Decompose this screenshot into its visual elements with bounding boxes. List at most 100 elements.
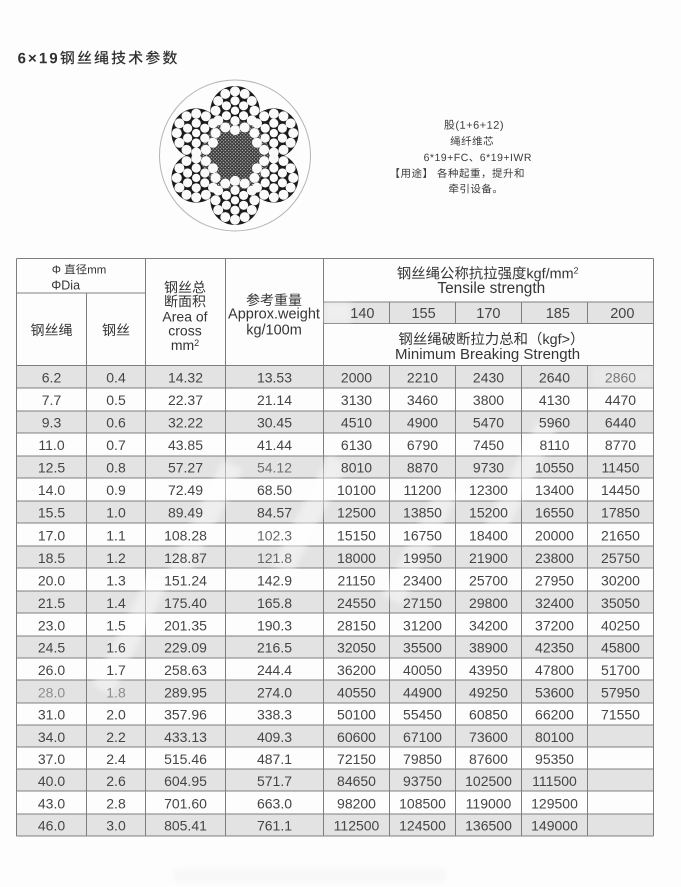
- svg-text:40250: 40250: [601, 617, 640, 633]
- svg-text:175.40: 175.40: [164, 595, 207, 611]
- svg-text:kg/100m: kg/100m: [246, 322, 302, 338]
- svg-text:8870: 8870: [407, 460, 438, 476]
- svg-text:357.96: 357.96: [164, 707, 207, 723]
- svg-text:16550: 16550: [535, 505, 574, 521]
- svg-text:49250: 49250: [469, 684, 508, 700]
- svg-text:0.9: 0.9: [106, 482, 126, 498]
- svg-text:165.8: 165.8: [257, 595, 292, 611]
- svg-text:9.3: 9.3: [42, 415, 62, 431]
- svg-text:0.4: 0.4: [106, 370, 126, 386]
- svg-text:4130: 4130: [539, 392, 570, 408]
- svg-text:5470: 5470: [473, 415, 504, 431]
- svg-text:19950: 19950: [403, 550, 442, 566]
- svg-text:17850: 17850: [601, 505, 640, 521]
- svg-text:34200: 34200: [469, 617, 508, 633]
- svg-text:5960: 5960: [539, 415, 570, 431]
- svg-text:2.2: 2.2: [106, 729, 126, 745]
- svg-text:68.50: 68.50: [257, 482, 292, 498]
- svg-text:32400: 32400: [535, 595, 574, 611]
- svg-text:34.0: 34.0: [38, 729, 65, 745]
- svg-text:3130: 3130: [341, 392, 372, 408]
- svg-text:433.13: 433.13: [164, 729, 207, 745]
- svg-text:4510: 4510: [341, 415, 372, 431]
- svg-text:15200: 15200: [469, 505, 508, 521]
- svg-text:30200: 30200: [601, 573, 640, 589]
- svg-text:170: 170: [476, 306, 500, 322]
- svg-text:11450: 11450: [602, 460, 640, 476]
- svg-text:21650: 21650: [601, 527, 640, 543]
- svg-text:28150: 28150: [337, 617, 376, 633]
- svg-text:87600: 87600: [469, 751, 508, 767]
- svg-text:28.0: 28.0: [38, 684, 65, 700]
- svg-text:201.35: 201.35: [164, 617, 207, 633]
- svg-text:12300: 12300: [469, 482, 508, 498]
- svg-text:8010: 8010: [341, 460, 372, 476]
- svg-text:1.2: 1.2: [106, 550, 126, 566]
- svg-text:6.2: 6.2: [42, 370, 62, 386]
- svg-text:8770: 8770: [605, 437, 636, 453]
- svg-text:15150: 15150: [337, 527, 376, 543]
- svg-text:409.3: 409.3: [257, 729, 292, 745]
- svg-text:31.0: 31.0: [38, 707, 65, 723]
- svg-text:23400: 23400: [403, 573, 442, 589]
- svg-text:663.0: 663.0: [257, 795, 292, 811]
- svg-text:102.3: 102.3: [257, 527, 292, 543]
- svg-text:18000: 18000: [337, 550, 376, 566]
- svg-text:289.95: 289.95: [164, 684, 207, 700]
- svg-text:2640: 2640: [539, 370, 570, 386]
- svg-text:57950: 57950: [601, 684, 640, 700]
- svg-text:32.22: 32.22: [168, 415, 203, 431]
- svg-text:1.6: 1.6: [106, 640, 126, 656]
- svg-text:487.1: 487.1: [257, 751, 292, 767]
- svg-text:32050: 32050: [337, 640, 376, 656]
- svg-text:119000: 119000: [466, 795, 512, 811]
- svg-text:57.27: 57.27: [168, 460, 203, 476]
- svg-text:2860: 2860: [605, 370, 636, 386]
- svg-text:0.8: 0.8: [106, 460, 126, 476]
- svg-text:66200: 66200: [535, 707, 574, 723]
- svg-text:15.5: 15.5: [38, 505, 65, 521]
- svg-text:149000: 149000: [531, 818, 578, 834]
- svg-text:274.0: 274.0: [257, 684, 292, 700]
- svg-text:0.7: 0.7: [106, 437, 126, 453]
- svg-text:129500: 129500: [531, 795, 578, 811]
- svg-text:46.0: 46.0: [38, 818, 65, 834]
- svg-text:36200: 36200: [337, 662, 376, 678]
- svg-text:84650: 84650: [337, 773, 376, 789]
- svg-text:72.49: 72.49: [168, 482, 203, 498]
- svg-text:7450: 7450: [473, 437, 504, 453]
- svg-text:14.0: 14.0: [38, 482, 65, 498]
- svg-text:6130: 6130: [341, 437, 372, 453]
- svg-text:53600: 53600: [535, 684, 574, 700]
- svg-text:23.0: 23.0: [38, 617, 65, 633]
- svg-text:2.0: 2.0: [106, 707, 126, 723]
- svg-text:95350: 95350: [535, 751, 574, 767]
- svg-text:43950: 43950: [469, 662, 508, 678]
- svg-text:29800: 29800: [469, 595, 508, 611]
- svg-text:9730: 9730: [473, 460, 504, 476]
- svg-text:4900: 4900: [407, 415, 438, 431]
- svg-text:35050: 35050: [601, 595, 640, 611]
- svg-text:21.5: 21.5: [38, 595, 65, 611]
- svg-text:20.0: 20.0: [38, 573, 65, 589]
- svg-text:35500: 35500: [403, 640, 442, 656]
- svg-text:140: 140: [350, 306, 374, 322]
- svg-text:3.0: 3.0: [106, 818, 126, 834]
- svg-text:0.6: 0.6: [106, 415, 126, 431]
- svg-text:Tensile strength: Tensile strength: [437, 280, 545, 297]
- svg-text:216.5: 216.5: [257, 640, 292, 656]
- svg-text:14450: 14450: [601, 482, 640, 498]
- svg-text:21900: 21900: [469, 550, 508, 566]
- svg-text:25750: 25750: [601, 550, 640, 566]
- svg-text:40050: 40050: [403, 662, 442, 678]
- svg-text:cross: cross: [168, 323, 201, 339]
- svg-text:22.37: 22.37: [168, 392, 203, 408]
- svg-text:11.0: 11.0: [38, 437, 64, 453]
- svg-text:ΦDia: ΦDia: [51, 279, 80, 293]
- svg-text:136500: 136500: [465, 818, 512, 834]
- svg-text:38900: 38900: [469, 640, 508, 656]
- svg-text:25700: 25700: [469, 573, 508, 589]
- svg-text:13850: 13850: [403, 505, 442, 521]
- svg-text:37200: 37200: [535, 617, 574, 633]
- svg-text:13.53: 13.53: [257, 370, 292, 386]
